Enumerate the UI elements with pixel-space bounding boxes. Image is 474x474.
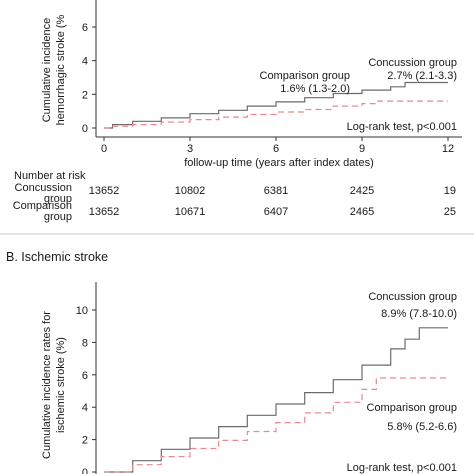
panel-b-concussion-label: Concussion group xyxy=(368,291,457,303)
panel-a-x-label: follow-up time (years after index dates) xyxy=(184,157,374,169)
risk-table-cell: 25 xyxy=(444,206,456,218)
risk-table-cell: 2425 xyxy=(350,185,374,197)
y-tick-label: 0 xyxy=(82,467,88,474)
panel-a-y-ticks: 0 2 4 6 xyxy=(82,22,96,135)
risk-row-comparison-label-2: group xyxy=(44,211,72,223)
y-tick-label: 8 xyxy=(82,337,88,349)
x-tick-label: 6 xyxy=(273,143,279,155)
comparison-group-line xyxy=(104,100,448,129)
panel-a: Cumulative incidence hemorrhagic stroke … xyxy=(13,0,462,223)
panel-b-title: B. Ischemic stroke xyxy=(6,250,108,264)
panel-b-y-ticks: 0 2 4 6 8 10 xyxy=(76,305,96,474)
comparison-group-line xyxy=(104,377,448,473)
panel-b-concussion-value: 8.9% (7.8-10.0) xyxy=(381,308,457,320)
risk-table-header: Number at risk xyxy=(14,170,86,182)
risk-table-values: 13652 10802 6381 2425 19 13652 10671 6407 2465 25 xyxy=(89,185,456,218)
x-tick-label: 0 xyxy=(101,143,107,155)
panel-a-comparison-value: 1.6% (1.3-2.0) xyxy=(280,83,350,95)
y-tick-label: 10 xyxy=(76,305,88,317)
risk-table-cell: 2465 xyxy=(350,206,374,218)
y-tick-label: 6 xyxy=(82,370,88,382)
risk-table-cell: 10671 xyxy=(175,206,206,218)
concussion-group-line xyxy=(104,327,448,473)
panel-b-series xyxy=(104,327,448,473)
x-tick-label: 3 xyxy=(187,143,193,155)
risk-table-cell: 10802 xyxy=(175,185,206,197)
x-tick-label: 9 xyxy=(359,143,365,155)
y-tick-label: 2 xyxy=(82,89,88,101)
panel-a-comparison-label: Comparison group xyxy=(260,70,351,82)
risk-table-cell: 13652 xyxy=(89,206,120,218)
risk-table-cell: 6381 xyxy=(264,185,288,197)
risk-table-cell: 13652 xyxy=(89,185,120,197)
x-tick-label: 12 xyxy=(442,143,454,155)
y-tick-label: 4 xyxy=(82,56,88,68)
panel-b-y-label-line-2: ischemic stroke (%) xyxy=(55,337,67,433)
panel-b-logrank: Log-rank test, p<0.001 xyxy=(347,462,457,474)
risk-table-cell: 19 xyxy=(444,185,456,197)
risk-row-comparison-label-1: Comparison xyxy=(13,200,72,212)
panel-b-y-label-line-1: Cumulative incidence rates for xyxy=(41,311,53,459)
y-tick-label: 2 xyxy=(82,435,88,447)
y-tick-label: 6 xyxy=(82,22,88,34)
panel-a-logrank: Log-rank test, p<0.001 xyxy=(347,121,457,133)
risk-row-concussion-label-2: group xyxy=(44,193,72,205)
panel-b-comparison-value: 5.8% (5.2-6.6) xyxy=(387,421,457,433)
panel-a-y-label-line-2: hemorrhagic stroke (% xyxy=(55,14,67,125)
panel-a-concussion-value: 2.7% (2.1-3.3) xyxy=(387,70,457,82)
concussion-group-line xyxy=(104,81,448,129)
panel-b-comparison-label: Comparison group xyxy=(367,402,458,414)
panel-a-y-label-line-1: Cumulative incidence xyxy=(41,18,53,123)
panel-a-x-ticks: 0 3 6 9 12 xyxy=(101,137,454,155)
panel-a-series xyxy=(104,81,448,129)
panel-b: B. Ischemic stroke Cumulative incidence … xyxy=(6,250,457,474)
risk-row-concussion-label-1: Concussion xyxy=(15,182,72,194)
y-tick-label: 0 xyxy=(82,123,88,135)
risk-table-cell: 6407 xyxy=(264,206,288,218)
panel-a-concussion-label: Concussion group xyxy=(368,57,457,69)
y-tick-label: 4 xyxy=(82,402,88,414)
